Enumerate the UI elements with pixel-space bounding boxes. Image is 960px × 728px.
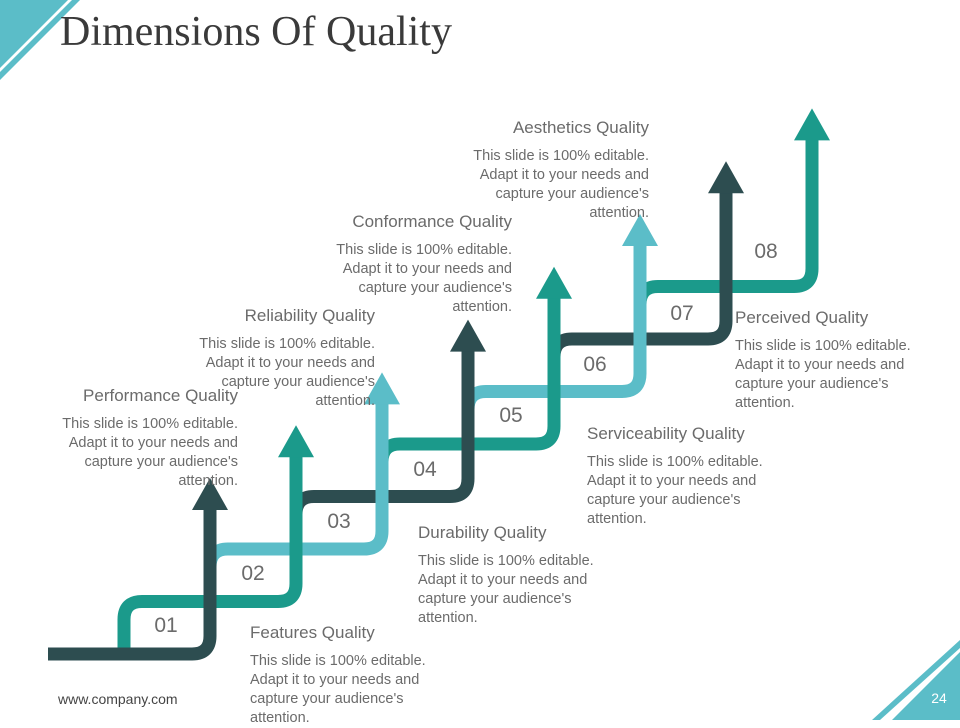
step-text: This slide is 100% editable. Adapt it to… — [199, 336, 375, 409]
step-heading: Aesthetics Quality — [512, 118, 649, 137]
step-text: This slide is 100% editable. Adapt it to… — [336, 242, 512, 315]
step-number: 01 — [154, 614, 178, 637]
step-text: This slide is 100% editable. Adapt it to… — [62, 416, 238, 489]
step-description: Conformance Quality This slide is 100% ed… — [302, 212, 512, 317]
step-heading: Features Quality — [250, 623, 375, 642]
step-text: This slide is 100% editable. Adapt it to… — [587, 454, 763, 527]
step-text: This slide is 100% editable. Adapt it to… — [735, 338, 911, 411]
step-number: 08 — [754, 240, 778, 263]
arrow-up-icon — [192, 478, 228, 510]
step-number: 04 — [413, 458, 437, 481]
page-number: 24 — [931, 690, 947, 706]
arrow-up-icon — [622, 214, 658, 246]
step-number: 06 — [583, 353, 607, 376]
step-number: 03 — [327, 510, 351, 533]
arrow-up-icon — [794, 108, 830, 141]
step-description: Durability Quality This slide is 100% edi… — [418, 523, 628, 628]
step-number: 05 — [499, 404, 523, 427]
step-description: Reliability Quality This slide is 100% ed… — [165, 306, 375, 411]
page-title: Dimensions Of Quality — [60, 9, 452, 55]
step-description: Performance Quality This slide is 100% ed… — [28, 386, 238, 491]
step-heading: Durability Quality — [418, 523, 547, 542]
footer-website: www.company.com — [58, 691, 178, 707]
step-text: This slide is 100% editable. Adapt it to… — [418, 553, 594, 626]
step-heading: Conformance Quality — [352, 212, 512, 231]
step-text: This slide is 100% editable. Adapt it to… — [473, 148, 649, 221]
arrow-up-icon — [450, 319, 486, 352]
step-description: Aesthetics Quality This slide is 100% edi… — [439, 118, 649, 223]
step-number: 02 — [241, 562, 265, 585]
arrow-up-icon — [708, 161, 744, 194]
step-heading: Reliability Quality — [244, 306, 375, 325]
ribbon-1 — [48, 506, 217, 661]
arrow-up-icon — [364, 372, 400, 405]
arrow-up-icon — [536, 266, 572, 299]
step-heading: Performance Quality — [83, 386, 238, 405]
step-heading: Serviceability Quality — [587, 424, 745, 443]
step-description: Serviceability Quality This slide is 100%… — [587, 424, 797, 529]
step-description: Perceived Quality This slide is 100% edit… — [735, 308, 945, 413]
corner-decoration-top-left — [0, 0, 68, 68]
arrow-up-icon — [278, 425, 314, 458]
corner-stripe-bottom-right — [872, 640, 960, 720]
step-heading: Perceived Quality — [735, 308, 869, 327]
step-text: This slide is 100% editable. Adapt it to… — [250, 653, 426, 726]
corner-decoration-bottom-right — [892, 652, 960, 720]
step-description: Features Quality This slide is 100% edita… — [250, 623, 460, 728]
step-number: 07 — [670, 302, 694, 325]
corner-stripe-top-left — [0, 0, 80, 80]
